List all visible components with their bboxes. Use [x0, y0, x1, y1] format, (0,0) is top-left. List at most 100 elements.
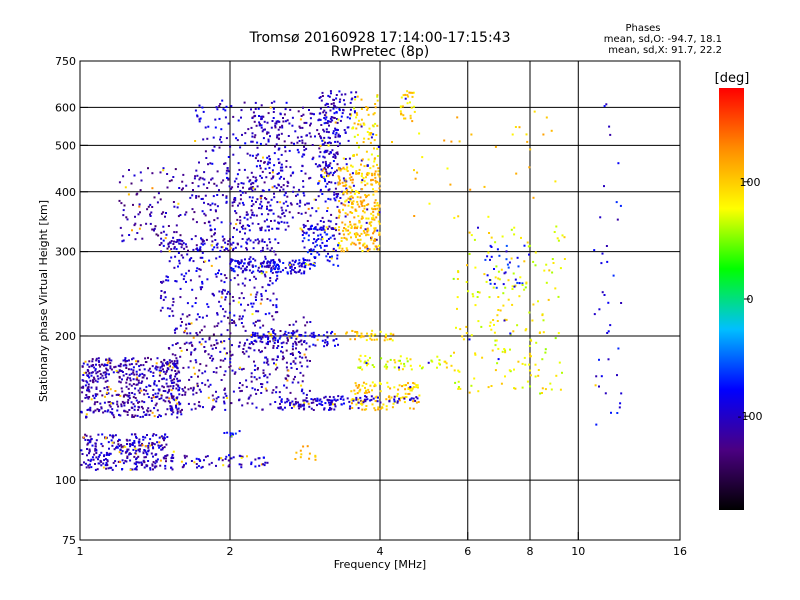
- data-point: [337, 193, 340, 195]
- data-point: [251, 265, 254, 268]
- data-point: [264, 229, 267, 232]
- data-point: [160, 394, 163, 397]
- data-point: [88, 396, 91, 398]
- data-point: [278, 161, 281, 164]
- data-point: [167, 242, 170, 245]
- data-point: [168, 359, 171, 362]
- data-point: [103, 387, 106, 390]
- data-point: [159, 371, 162, 374]
- data-point: [557, 239, 560, 242]
- data-point: [262, 156, 264, 159]
- data-point: [399, 105, 402, 108]
- data-point: [94, 448, 97, 450]
- data-point: [365, 221, 368, 224]
- data-point: [157, 416, 159, 418]
- data-point: [246, 176, 249, 179]
- data-point: [268, 225, 270, 228]
- data-point: [136, 465, 138, 468]
- data-point: [238, 345, 241, 348]
- data-point: [265, 271, 268, 274]
- data-point: [326, 259, 329, 262]
- data-point: [198, 316, 201, 318]
- data-point: [410, 368, 413, 371]
- data-point: [254, 176, 257, 179]
- data-point: [217, 396, 220, 399]
- data-point: [502, 292, 505, 295]
- data-point: [275, 227, 278, 230]
- data-point: [227, 170, 230, 173]
- data-point: [404, 392, 407, 395]
- data-point: [230, 402, 233, 405]
- data-point: [349, 223, 352, 226]
- data-point: [363, 392, 366, 394]
- data-point: [490, 236, 493, 239]
- data-point: [260, 213, 263, 216]
- data-point: [162, 456, 165, 459]
- data-point: [415, 386, 418, 389]
- data-point: [361, 188, 364, 191]
- data-point: [457, 380, 460, 383]
- data-point: [275, 120, 278, 123]
- data-point: [477, 226, 479, 229]
- data-point: [554, 180, 557, 183]
- data-point: [185, 280, 187, 283]
- data-point: [164, 215, 166, 218]
- data-point: [504, 286, 507, 289]
- data-point: [216, 342, 219, 345]
- data-point: [125, 460, 128, 463]
- data-point: [526, 140, 529, 143]
- data-point: [302, 374, 305, 377]
- data-point: [373, 172, 376, 175]
- data-point: [316, 338, 319, 341]
- data-point: [243, 284, 246, 287]
- data-point: [203, 242, 206, 245]
- data-point: [137, 408, 140, 411]
- data-point: [166, 454, 169, 457]
- point-cluster: [345, 329, 395, 342]
- data-point: [88, 365, 91, 368]
- data-point: [319, 188, 322, 191]
- data-point: [258, 240, 261, 243]
- data-point: [297, 110, 300, 113]
- data-point: [291, 352, 294, 355]
- data-point: [261, 170, 264, 173]
- data-point: [523, 356, 526, 359]
- data-point: [254, 277, 257, 280]
- data-point: [130, 384, 133, 387]
- data-point: [412, 407, 415, 410]
- data-point: [138, 441, 140, 444]
- data-point: [205, 314, 208, 317]
- data-point: [377, 248, 380, 251]
- data-point: [116, 403, 119, 406]
- data-point: [288, 211, 291, 214]
- data-point: [131, 392, 134, 394]
- data-point: [457, 387, 460, 390]
- data-point: [343, 227, 346, 229]
- data-point: [516, 256, 519, 259]
- data-point: [351, 407, 354, 409]
- data-point: [516, 281, 519, 284]
- data-point: [409, 117, 412, 120]
- data-point: [173, 399, 176, 402]
- data-point: [599, 216, 602, 219]
- data-point: [493, 331, 496, 334]
- y-tick-label: 200: [55, 330, 76, 343]
- data-point: [151, 463, 154, 466]
- data-point: [108, 357, 111, 360]
- data-point: [160, 237, 163, 240]
- data-point: [246, 265, 248, 268]
- data-point: [174, 168, 177, 171]
- data-point: [266, 132, 268, 135]
- data-point: [123, 409, 126, 412]
- data-point: [364, 386, 366, 389]
- data-point: [595, 423, 598, 426]
- data-point: [268, 209, 271, 212]
- data-point: [204, 260, 207, 263]
- data-point: [121, 234, 124, 237]
- data-point: [618, 406, 621, 409]
- data-point: [223, 373, 226, 376]
- data-point: [251, 116, 254, 119]
- data-point: [331, 174, 334, 177]
- data-point: [378, 244, 381, 247]
- data-point: [225, 455, 228, 458]
